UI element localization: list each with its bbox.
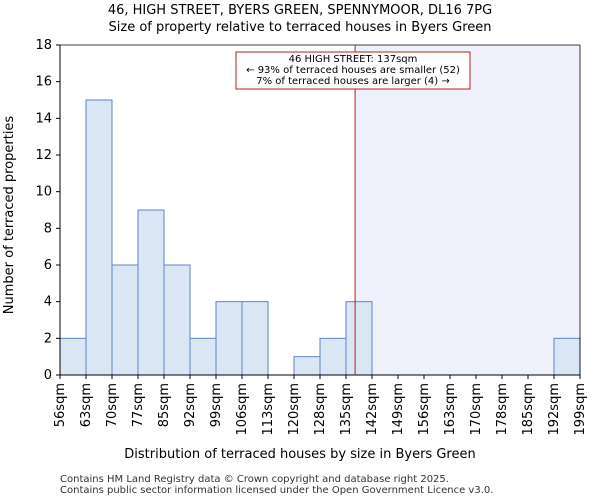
x-tick-label: 142sqm [365, 383, 380, 436]
annotation-line: 7% of terraced houses are larger (4) → [256, 76, 450, 87]
bar [345, 301, 373, 376]
bar [293, 356, 321, 376]
x-tick-label: 170sqm [469, 383, 484, 436]
bar [111, 264, 139, 376]
x-tick-label: 192sqm [547, 383, 562, 436]
bar [163, 264, 191, 376]
x-tick-label: 156sqm [417, 383, 432, 436]
x-tick-label: 113sqm [261, 383, 276, 436]
x-tick-label: 56sqm [53, 383, 68, 427]
y-tick-label: 2 [44, 331, 52, 346]
footer-copyright: Contains HM Land Registry data © Crown c… [60, 474, 449, 485]
chart-title-address: 46, HIGH STREET, BYERS GREEN, SPENNYMOOR… [107, 3, 493, 18]
bar [553, 337, 581, 376]
x-tick-label: 99sqm [209, 383, 224, 427]
x-tick-label: 120sqm [287, 383, 302, 436]
highlight-region [355, 45, 580, 375]
y-tick-label: 18 [35, 38, 52, 53]
x-tick-label: 149sqm [391, 383, 406, 436]
y-axis-label: Number of terraced properties [2, 116, 17, 315]
annotation-box [235, 51, 471, 90]
x-tick-label: 163sqm [443, 383, 458, 436]
chart-title-subtitle: Size of property relative to terraced ho… [108, 20, 492, 35]
y-tick-label: 14 [35, 111, 52, 126]
y-tick-label: 0 [44, 368, 52, 383]
x-tick-label: 85sqm [157, 383, 172, 427]
y-tick-label: 16 [35, 75, 52, 90]
y-tick-label: 12 [35, 148, 52, 163]
x-tick-label: 92sqm [183, 383, 198, 427]
bar [137, 209, 165, 376]
x-tick-label: 178sqm [495, 383, 510, 436]
footer-licence: Contains public sector information licen… [60, 485, 494, 496]
y-tick-label: 4 [44, 295, 52, 310]
annotation-line: ← 93% of terraced houses are smaller (52… [246, 65, 460, 76]
annotation-line: 46 HIGH STREET: 137sqm [289, 54, 418, 65]
x-tick-label: 199sqm [573, 383, 588, 436]
y-tick-label: 10 [35, 185, 52, 200]
x-tick-label: 185sqm [521, 383, 536, 436]
y-tick-label: 8 [44, 221, 52, 236]
x-tick-label: 135sqm [339, 383, 354, 436]
x-tick-label: 70sqm [105, 383, 120, 427]
bar [189, 337, 217, 376]
x-tick-label: 63sqm [79, 383, 94, 427]
bar [241, 301, 269, 376]
bar [59, 337, 87, 376]
y-tick-label: 6 [44, 258, 52, 273]
x-tick-label: 128sqm [313, 383, 328, 436]
bar [319, 337, 347, 376]
bar [215, 301, 243, 376]
x-axis-label: Distribution of terraced houses by size … [124, 447, 475, 462]
x-tick-label: 77sqm [131, 383, 146, 427]
x-tick-label: 106sqm [235, 383, 250, 436]
bar [85, 99, 113, 376]
